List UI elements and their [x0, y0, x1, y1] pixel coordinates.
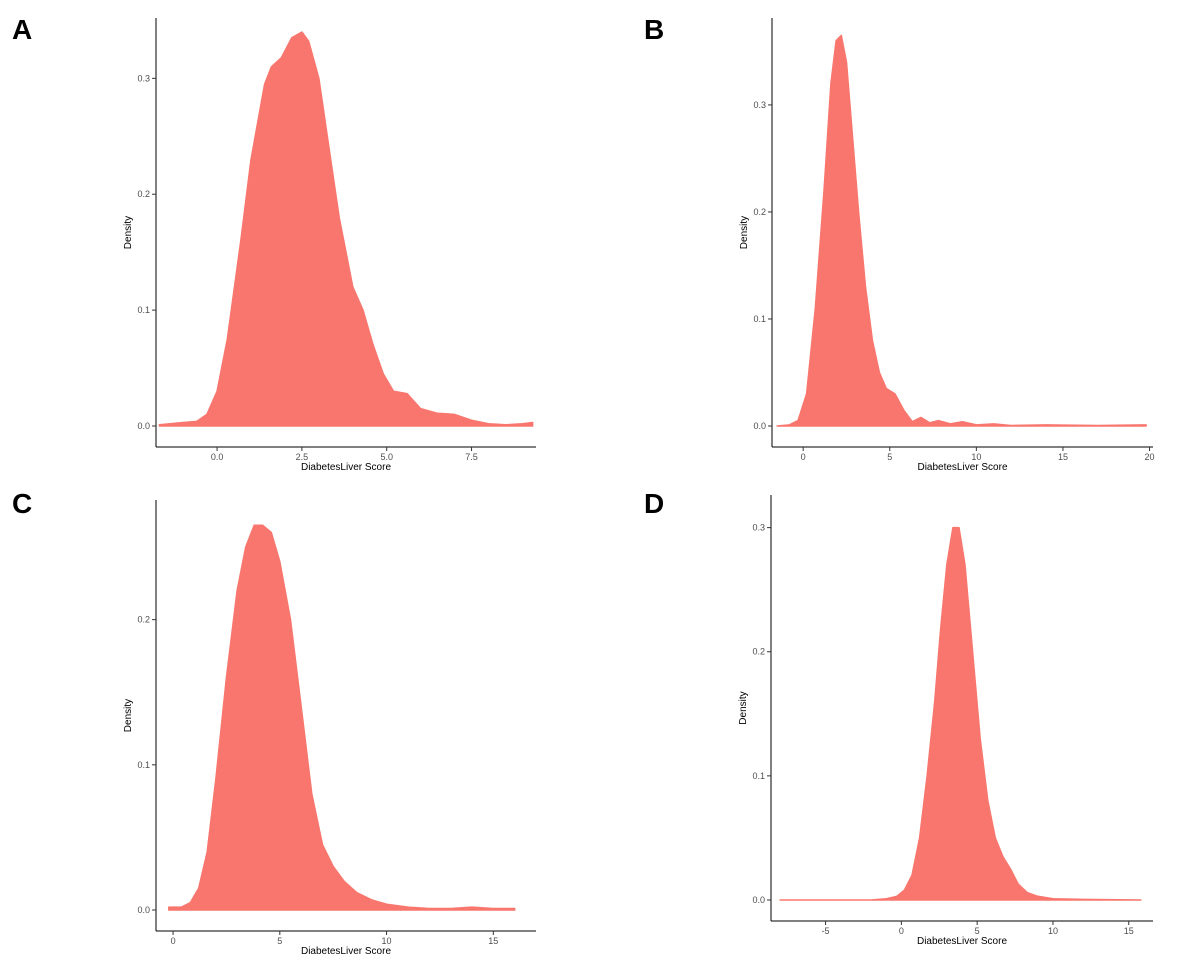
y-tick-label: 0.1	[137, 760, 150, 770]
y-tick-label: 0.0	[137, 421, 150, 431]
x-tick-label: 0	[801, 452, 806, 462]
y-tick-label: 0.2	[137, 189, 150, 199]
y-axis-title: Density	[123, 216, 134, 249]
x-tick-label: 10	[1048, 926, 1058, 936]
x-tick-label: -5	[822, 926, 830, 936]
x-tick-label: 5	[887, 452, 892, 462]
x-tick-label: 10	[971, 452, 981, 462]
x-tick-label: 5	[975, 926, 980, 936]
y-tick-label: 0.0	[137, 905, 150, 915]
y-tick-label: 0.0	[753, 421, 766, 431]
density-plot-d: -5 0 5 10 15 0.0 0.1 0.2 0.3 DiabetesLiver Score D…	[738, 495, 1153, 947]
panel-label-b: B	[644, 14, 665, 45]
panel-label-c: C	[12, 488, 33, 519]
x-tick-label: 15	[488, 936, 498, 946]
density-area	[776, 34, 1147, 427]
y-tick-label: 0.1	[753, 314, 766, 324]
x-axis-title: DiabetesLiver Score	[301, 946, 391, 957]
density-area	[168, 524, 516, 911]
y-tick-label: 0.0	[752, 895, 765, 905]
y-tick-label: 0.1	[137, 305, 150, 315]
x-tick-label: 2.5	[296, 452, 309, 462]
x-tick-label: 20	[1145, 452, 1155, 462]
x-axis-title: DiabetesLiver Score	[301, 462, 391, 473]
x-tick-label: 0	[899, 926, 904, 936]
y-tick-label: 0.3	[137, 73, 150, 83]
y-tick-label: 0.2	[752, 647, 765, 657]
density-plot-a: 0.0 2.5 5.0 7.5 0.0 0.1 0.2 0.3 DiabetesLiver Sc…	[123, 18, 536, 473]
panel-label-a: A	[12, 14, 33, 45]
y-axis-title: Density	[738, 691, 749, 724]
panel-label-d: D	[644, 488, 665, 519]
x-tick-label: 0.0	[211, 452, 224, 462]
y-tick-label: 0.1	[752, 771, 765, 781]
y-axis-title: Density	[123, 699, 134, 732]
x-axis-title: DiabetesLiver Score	[917, 462, 1007, 473]
density-plot-b: 0 5 10 15 20 0.0 0.1 0.2 0.3 DiabetesLiver Score D…	[739, 18, 1155, 473]
x-tick-label: 5	[277, 936, 282, 946]
x-tick-label: 10	[382, 936, 392, 946]
x-axis-title: DiabetesLiver Score	[917, 936, 1007, 947]
y-tick-label: 0.3	[753, 100, 766, 110]
density-plot-c: 0 5 10 15 0.0 0.1 0.2 DiabetesLiver Score Densit…	[123, 500, 536, 957]
density-area	[158, 31, 534, 427]
density-area	[779, 526, 1142, 901]
x-tick-label: 15	[1124, 926, 1134, 936]
x-tick-label: 15	[1058, 452, 1068, 462]
y-tick-label: 0.3	[752, 523, 765, 533]
x-tick-label: 5.0	[380, 452, 393, 462]
y-tick-label: 0.2	[753, 207, 766, 217]
x-tick-label: 0	[171, 936, 176, 946]
y-axis-title: Density	[739, 216, 750, 249]
y-tick-label: 0.2	[137, 615, 150, 625]
x-tick-label: 7.5	[465, 452, 478, 462]
